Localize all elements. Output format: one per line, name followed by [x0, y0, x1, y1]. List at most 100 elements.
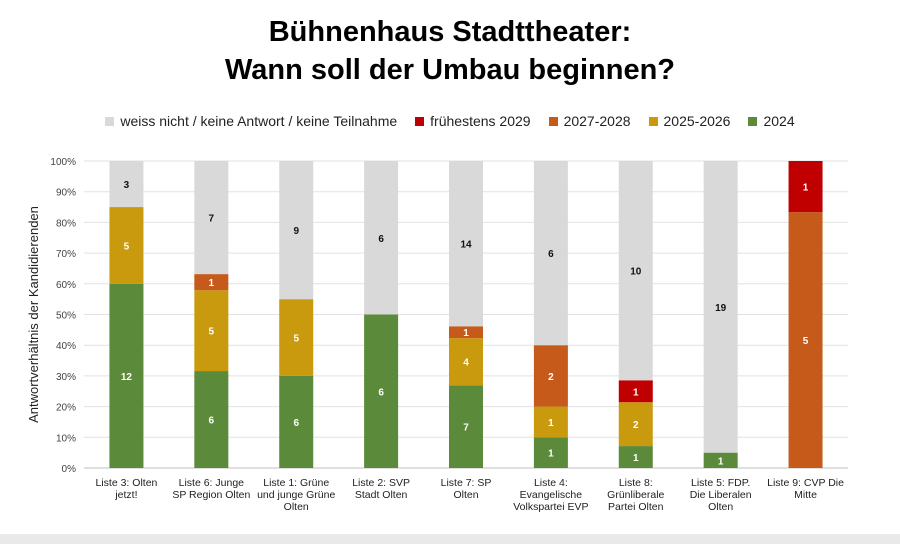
legend-item-2025-2026: 2025-2026	[648, 113, 731, 129]
data-label: 1	[633, 453, 639, 464]
data-label: 14	[460, 240, 472, 251]
data-label: 6	[378, 387, 384, 398]
x-tick-label: Olten	[453, 489, 478, 501]
y-tick-label: 0%	[62, 464, 77, 475]
legend-swatch	[105, 116, 115, 126]
data-label: 1	[548, 449, 554, 460]
data-label: 7	[209, 214, 215, 225]
data-label: 19	[715, 303, 727, 314]
x-tick-label: Partei Olten	[608, 501, 664, 513]
x-tick-label: Liste 2: SVP	[352, 477, 410, 489]
y-tick-label: 90%	[56, 188, 76, 199]
y-tick-label: 20%	[56, 403, 76, 414]
x-tick-label: Die Liberalen	[690, 489, 752, 501]
data-label: 12	[121, 372, 133, 383]
y-axis-title: Antwortverhältnis der Kandidierenden	[26, 206, 41, 423]
data-label: 3	[124, 180, 130, 191]
bar-segment-2025-2026	[533, 406, 568, 438]
data-label: 10	[630, 267, 642, 278]
x-tick-label: Liste 8:	[619, 477, 653, 489]
bar-segment-2025-2026	[194, 290, 229, 372]
chart-title-line-2: Wann soll der Umbau beginnen?	[224, 54, 676, 86]
data-label: 9	[293, 226, 299, 237]
data-label: 1	[209, 278, 215, 289]
data-label: 5	[293, 334, 299, 345]
bar-segment-weiss-nicht-keine-antwort-keine-teilnahme	[109, 161, 144, 208]
bar-segment-2024	[449, 385, 483, 468]
bar-segment-weiss-nicht-keine-antwort-keine-teilnahme	[449, 161, 483, 327]
data-label: 2	[548, 372, 554, 383]
data-label: 1	[548, 418, 554, 429]
data-label: 1	[718, 456, 724, 467]
legend-swatch	[748, 116, 758, 126]
bar-segment-weiss-nicht-keine-antwort-keine-teilnahme	[703, 161, 738, 453]
bar-segment-2024	[194, 371, 229, 468]
y-tick-label: 100%	[50, 157, 76, 168]
x-tick-label: Evangelische	[520, 489, 583, 501]
data-label: 5	[124, 241, 130, 252]
bar-segment-2025-2026	[109, 207, 144, 284]
bottom-strip	[0, 534, 900, 544]
legend-label: 2024	[763, 113, 795, 129]
bar-segment-2027-2028	[788, 212, 823, 468]
x-tick-label: Stadt Olten	[355, 489, 408, 501]
bar-segment-2027-2028	[194, 274, 229, 291]
data-label: 1	[633, 387, 639, 398]
y-tick-label: 50%	[56, 311, 76, 322]
bar-segment-weiss-nicht-keine-antwort-keine-teilnahme	[533, 161, 568, 346]
legend-item-2027-2028: 2027-2028	[548, 113, 631, 129]
legend-label: 2025-2026	[663, 113, 731, 129]
bar-segment-weiss-nicht-keine-antwort-keine-teilnahme	[194, 161, 229, 275]
x-tick-label: Liste 1: Grüne	[263, 477, 329, 489]
data-label: 5	[803, 336, 809, 347]
y-tick-label: 60%	[56, 280, 76, 291]
data-label: 5	[209, 327, 215, 338]
chart-legend: weiss nicht / keine Antwort / keine Teil…	[0, 113, 900, 129]
y-tick-label: 40%	[56, 341, 76, 352]
data-label: 4	[463, 358, 469, 369]
bar-segment-2025-2026	[449, 338, 483, 386]
chart-title-line-1: Bühnenhaus Stadttheater:	[268, 16, 632, 48]
bar-segment-2024	[618, 446, 653, 468]
data-label: 1	[803, 183, 809, 194]
legend-swatch	[648, 116, 658, 126]
bar-segment-2027-2028	[449, 326, 483, 339]
legend-swatch	[415, 116, 425, 126]
bar-segment-2024	[533, 437, 568, 468]
legend-label: 2027-2028	[563, 113, 631, 129]
legend-label: frühestens 2029	[430, 113, 531, 129]
x-tick-label: Liste 4:	[534, 477, 568, 489]
bar-segment-2024	[279, 375, 314, 468]
data-label: 1	[463, 328, 469, 339]
legend-item-fruhestens-2029: frühestens 2029	[415, 113, 531, 129]
x-tick-label: Olten	[284, 501, 309, 513]
legend-item-weiss-nicht-keine-antwort-keine-teilnahme: weiss nicht / keine Antwort / keine Teil…	[105, 113, 397, 129]
bar-segment-2024	[703, 452, 738, 468]
bar-segment-2025-2026	[279, 299, 314, 376]
x-tick-label: Volkspartei EVP	[513, 501, 588, 513]
x-tick-label: Liste 6: Junge	[179, 477, 245, 489]
data-label: 6	[209, 416, 215, 427]
y-tick-label: 30%	[56, 372, 76, 383]
legend-swatch	[548, 116, 558, 126]
bar-segment-2024	[364, 314, 399, 468]
bar-segment-2027-2028	[533, 345, 568, 407]
bar-segment-weiss-nicht-keine-antwort-keine-teilnahme	[279, 161, 314, 300]
legend-item-2024: 2024	[748, 113, 795, 129]
x-tick-label: Liste 3: Olten	[96, 477, 158, 489]
y-tick-label: 80%	[56, 218, 76, 229]
data-label: 6	[548, 249, 554, 260]
data-label: 7	[463, 423, 469, 434]
x-tick-label: SP Region Olten	[172, 489, 250, 501]
bar-segment-weiss-nicht-keine-antwort-keine-teilnahme	[364, 161, 399, 315]
x-tick-label: und junge Grüne	[257, 489, 335, 501]
x-tick-label: Olten	[708, 501, 733, 513]
bar-segment-weiss-nicht-keine-antwort-keine-teilnahme	[618, 161, 653, 381]
x-tick-label: jetzt!	[114, 489, 137, 501]
data-label: 6	[293, 418, 299, 429]
legend-label: weiss nicht / keine Antwort / keine Teil…	[120, 113, 398, 129]
bar-segment-2025-2026	[618, 402, 653, 447]
y-tick-label: 10%	[56, 433, 76, 444]
x-tick-label: Mitte	[794, 489, 817, 501]
x-tick-label: Liste 9: CVP Die	[767, 477, 844, 489]
